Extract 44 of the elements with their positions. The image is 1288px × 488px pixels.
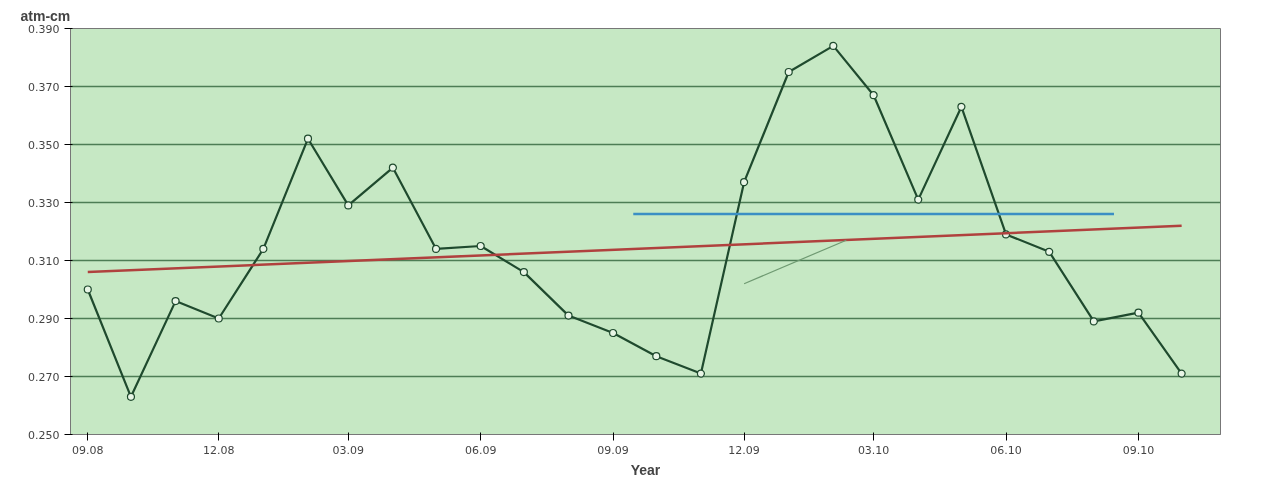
point	[696, 369, 706, 378]
x-tick-label: 12.08	[203, 443, 235, 457]
x-tick-label: 12.09	[728, 443, 760, 457]
point	[476, 241, 485, 251]
point	[957, 102, 966, 111]
point	[126, 392, 136, 401]
point	[303, 134, 313, 143]
x-tick-label: 06.09	[464, 443, 497, 457]
x-tick-label: 03.10	[857, 443, 890, 457]
point	[869, 91, 878, 100]
point	[1134, 308, 1143, 317]
point	[214, 314, 223, 323]
y-tick-label: 0.390	[28, 22, 60, 36]
x-tick-label: 09.09	[597, 443, 629, 457]
point	[739, 178, 749, 187]
point	[83, 285, 92, 294]
point	[1089, 317, 1098, 326]
y-tick-label: 0.250	[28, 428, 60, 442]
y-tick-label: 0.290	[28, 312, 60, 326]
point	[564, 311, 573, 320]
y-tick-label: 0.270	[28, 370, 60, 384]
point	[259, 244, 268, 253]
point	[1177, 369, 1186, 378]
y-tick-label: 0.310	[28, 254, 60, 268]
point	[388, 163, 397, 172]
point	[519, 268, 528, 277]
y-tick-label: 0.330	[28, 196, 60, 210]
point	[431, 244, 441, 253]
x-axis-title: Year	[630, 461, 661, 478]
point	[784, 67, 793, 77]
point	[171, 297, 180, 306]
point	[652, 352, 661, 361]
y-tick-label: 0.350	[28, 138, 60, 152]
point	[344, 201, 353, 210]
point	[829, 41, 838, 50]
x-tick-label: 09.10	[1122, 443, 1155, 457]
y-tick-label: 0.370	[28, 80, 60, 94]
point	[1045, 247, 1054, 256]
x-tick-label: 06.10	[990, 443, 1022, 457]
x-tick-label: 09.08	[72, 443, 104, 457]
y-axis-title: atm-cm	[20, 7, 71, 24]
x-tick-label: 03.09	[332, 443, 365, 457]
point	[914, 195, 923, 204]
point	[609, 328, 618, 338]
